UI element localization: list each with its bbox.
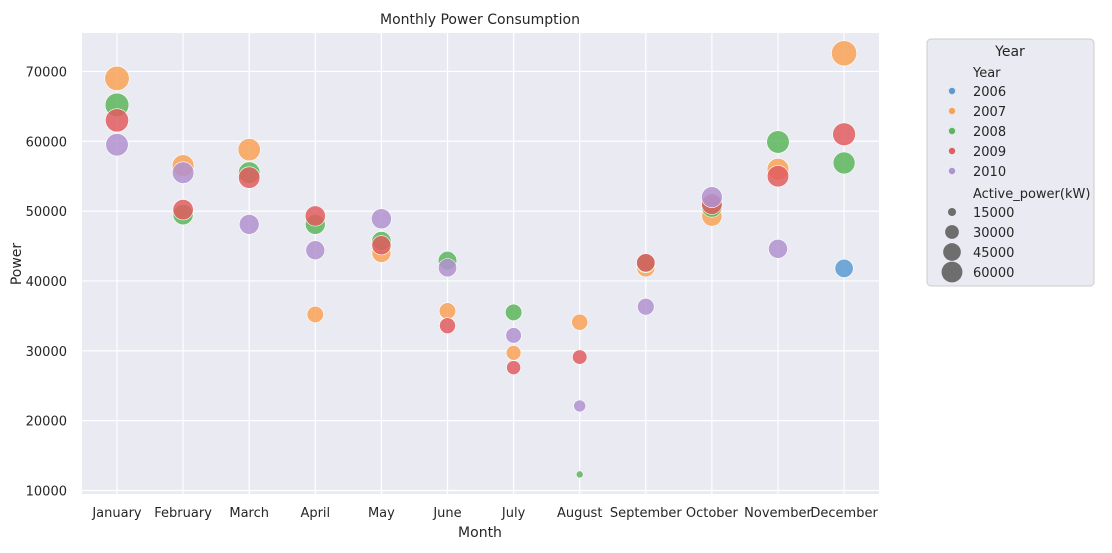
- y-axis-label: Power: [9, 243, 25, 286]
- legend-label-2008: 2008: [973, 125, 1006, 140]
- data-point-2010: [701, 186, 723, 208]
- legend-title: Year: [994, 44, 1025, 60]
- data-point-2009: [572, 349, 588, 365]
- x-tick-label: March: [229, 506, 269, 521]
- y-tick-label: 10000: [26, 485, 67, 500]
- x-axis-ticks: January February March April May June July Augu…: [91, 506, 878, 521]
- x-tick-label: February: [154, 506, 212, 521]
- legend-size-marker: [945, 225, 959, 239]
- data-point-2008: [766, 130, 790, 154]
- data-point-2010: [171, 161, 195, 184]
- legend-size-marker: [943, 243, 961, 261]
- data-point-2010: [438, 258, 457, 278]
- data-point-2009: [636, 253, 656, 273]
- y-tick-label: 40000: [26, 275, 67, 290]
- x-axis-label: Month: [458, 525, 502, 541]
- data-point-2008: [832, 151, 856, 175]
- data-point-2008: [504, 303, 523, 322]
- legend-label-2010: 2010: [973, 165, 1006, 180]
- data-point-2009: [766, 165, 790, 188]
- legend-size-marker: [947, 207, 957, 217]
- data-point-2006: [834, 258, 854, 278]
- chart-title: Monthly Power Consumption: [380, 12, 580, 28]
- data-point-2010: [105, 133, 129, 157]
- legend-size-label: 60000: [973, 266, 1014, 281]
- legend-marker-2009: [948, 147, 956, 155]
- legend-hue-title: Year: [972, 66, 1001, 81]
- x-tick-label: January: [91, 506, 142, 521]
- legend-marker-2006: [948, 87, 956, 95]
- x-tick-label: May: [368, 506, 395, 521]
- x-tick-label: September: [610, 506, 683, 521]
- data-point-2007: [505, 345, 522, 361]
- data-point-2010: [637, 298, 655, 316]
- x-tick-label: July: [501, 506, 526, 521]
- legend-label-2009: 2009: [973, 145, 1006, 160]
- data-point-2007: [237, 138, 261, 162]
- legend-size-label: 45000: [973, 246, 1014, 261]
- data-point-2009: [105, 108, 129, 133]
- data-point-2007: [438, 302, 457, 320]
- data-point-2009: [832, 122, 856, 147]
- data-point-2010: [505, 327, 522, 344]
- data-point-2007: [306, 305, 324, 324]
- legend-label-2007: 2007: [973, 105, 1006, 120]
- data-point-2007: [104, 65, 130, 91]
- data-points: [104, 40, 858, 479]
- data-point-2008: [575, 470, 584, 479]
- x-tick-label: November: [744, 506, 812, 521]
- y-tick-label: 70000: [26, 65, 67, 80]
- y-tick-label: 60000: [26, 135, 67, 150]
- legend-size-title: Active_power(kW): [973, 187, 1090, 202]
- legend-size-marker: [941, 261, 963, 283]
- data-point-2007: [571, 313, 589, 331]
- data-point-2010: [238, 214, 260, 235]
- y-tick-label: 30000: [26, 345, 67, 360]
- x-tick-label: April: [300, 506, 330, 521]
- legend-size-label: 15000: [973, 206, 1014, 221]
- legend-marker-2008: [948, 127, 956, 135]
- y-tick-label: 50000: [26, 205, 67, 220]
- y-axis-ticks: 10000 20000 30000 40000 50000 60000 70000: [26, 65, 67, 499]
- plot-background: [82, 33, 879, 494]
- x-tick-label: June: [432, 506, 461, 521]
- x-tick-label: August: [557, 506, 603, 521]
- data-point-2010: [305, 240, 326, 261]
- y-tick-label: 20000: [26, 415, 67, 430]
- data-point-2009: [439, 317, 456, 334]
- data-point-2007: [831, 40, 858, 67]
- legend-size-label: 30000: [973, 226, 1014, 241]
- data-point-2010: [768, 238, 788, 259]
- legend-marker-2007: [948, 107, 956, 115]
- legend-marker-2010: [948, 167, 956, 175]
- x-tick-label: October: [686, 506, 739, 521]
- data-point-2010: [371, 208, 392, 230]
- legend-box: [926, 38, 1095, 287]
- data-point-2009: [371, 235, 392, 256]
- data-point-2009: [304, 205, 326, 227]
- legend: Year Year 2006 2007 2008 2009 2010 Active_po…: [926, 38, 1095, 287]
- data-point-2009: [172, 199, 194, 221]
- data-point-2009: [506, 360, 521, 375]
- data-point-2009: [238, 166, 261, 189]
- data-point-2010: [573, 399, 587, 413]
- x-tick-label: December: [810, 506, 878, 521]
- legend-label-2006: 2006: [973, 85, 1006, 100]
